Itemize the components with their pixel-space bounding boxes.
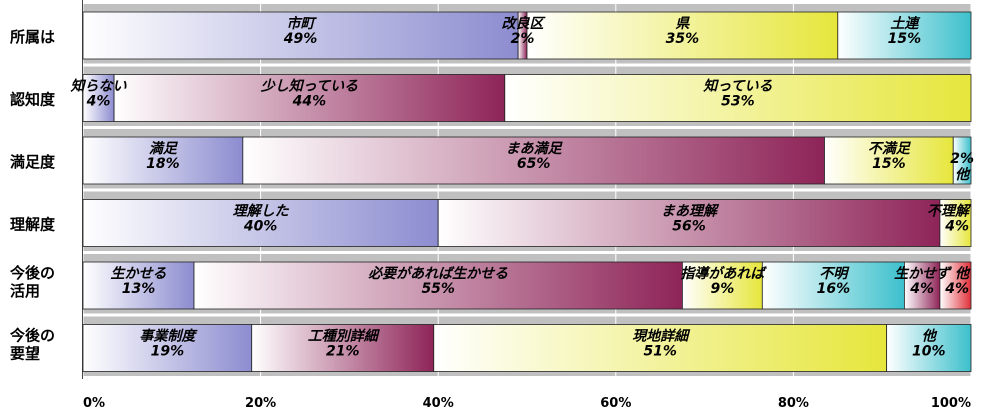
segment-name: 工種別詳細 [308,328,381,345]
segment-pct: 15% [872,156,906,172]
segment-pct: 2% [511,31,535,47]
segment-pct: 13% [122,281,156,297]
bar-segment [939,261,972,310]
segment-name: 他 [955,166,971,183]
segment-name: 他 [955,265,971,282]
category-label: 所属は [10,28,55,46]
segment-name: 満足 [149,140,179,157]
segment-pct: 4% [944,281,969,297]
bar-segment [939,199,972,247]
segment-pct: 10% [912,344,946,360]
segment-pct: 4% [944,219,969,235]
bar-segment [904,261,941,310]
segment-pct: 53% [721,94,755,110]
x-tick-label: 80% [778,396,809,411]
category-label: 今後の要望 [9,327,55,363]
segment-name: 土連 [890,15,921,32]
segment-name: 不理解 [927,203,972,220]
grid-lines [82,0,972,379]
bar-segment [82,261,195,310]
bar-segment [504,74,972,122]
bar-segment [837,11,972,60]
segment-pct: 15% [888,31,922,47]
x-tick-label: 20% [245,396,276,411]
segment-name: 市町 [287,15,318,32]
segment-pct: 56% [672,219,706,235]
segment-name: 他 [922,328,938,345]
segment-pct: 4% [909,281,934,297]
segment-name: 不満足 [868,140,912,157]
segment-pct: 19% [151,344,185,360]
bar-segment [113,74,506,122]
segment-pct: 4% [86,94,111,110]
segment-pct: 40% [243,219,278,235]
segment-pct: 51% [643,344,677,360]
segment-pct: 55% [421,281,455,297]
segment-name: 県 [675,16,690,32]
segment-name: 現地詳細 [632,328,691,345]
segment-pct: 2% [950,151,974,167]
category-label: 満足度 [10,153,56,171]
x-tick-label: 0% [83,396,105,411]
segment-pct: 9% [710,281,734,297]
bar-segment [82,74,115,122]
bar-segment [824,136,954,185]
segment-name: 改良区 [502,15,547,32]
bar-segment [682,261,763,310]
segment-name: 知っている [702,78,772,95]
segment-pct: 44% [292,94,327,110]
x-tick-label: 60% [600,396,631,411]
segment-name: 指導があれば [680,265,767,282]
segment-pct: 18% [146,156,180,172]
bars [82,11,972,372]
category-label: 今後の活用 [9,264,55,300]
row-bands [83,4,971,376]
bar-segment [82,199,439,247]
category-label: 認知度 [10,91,56,109]
x-axis-ticks: 0% 20% 40% 60% 80% 100% [83,396,971,411]
x-tick-label: 100% [931,396,971,411]
segment-labels: 市町49%改良区2%県35%土連15%知らない4%少し知っている44%知っている… [70,15,974,360]
bar-segment [952,136,972,185]
category-label: 理解度 [10,216,56,234]
segment-name: 必要があれば生かせる [368,265,508,282]
segment-name: 事業制度 [139,328,198,345]
bar-segment [82,11,519,60]
bar-segment [886,324,972,372]
segment-pct: 65% [517,156,551,172]
segment-name: 少し知っている [261,78,358,95]
bar-segment [193,261,683,310]
segment-name: 理解した [233,203,290,220]
segment-pct: 21% [326,344,360,360]
bar-segment [242,136,825,185]
bar-segment [761,261,905,310]
segment-name: 生かせず [894,265,952,282]
segment-name: 生かせる [111,265,167,282]
bar-segment [526,11,839,60]
segment-name: まあ満足 [506,140,564,157]
bar-segment [82,324,253,372]
segment-name: まあ理解 [661,203,720,220]
segment-pct: 49% [283,31,318,47]
segment-pct: 16% [817,281,851,297]
bar-segment [433,324,888,372]
x-tick-label: 40% [423,396,454,411]
segment-name: 不明 [819,266,850,282]
bar-segment [251,324,435,372]
segment-name: 知らない [70,78,128,95]
segment-pct: 35% [666,31,700,47]
bar-segment [437,199,941,247]
